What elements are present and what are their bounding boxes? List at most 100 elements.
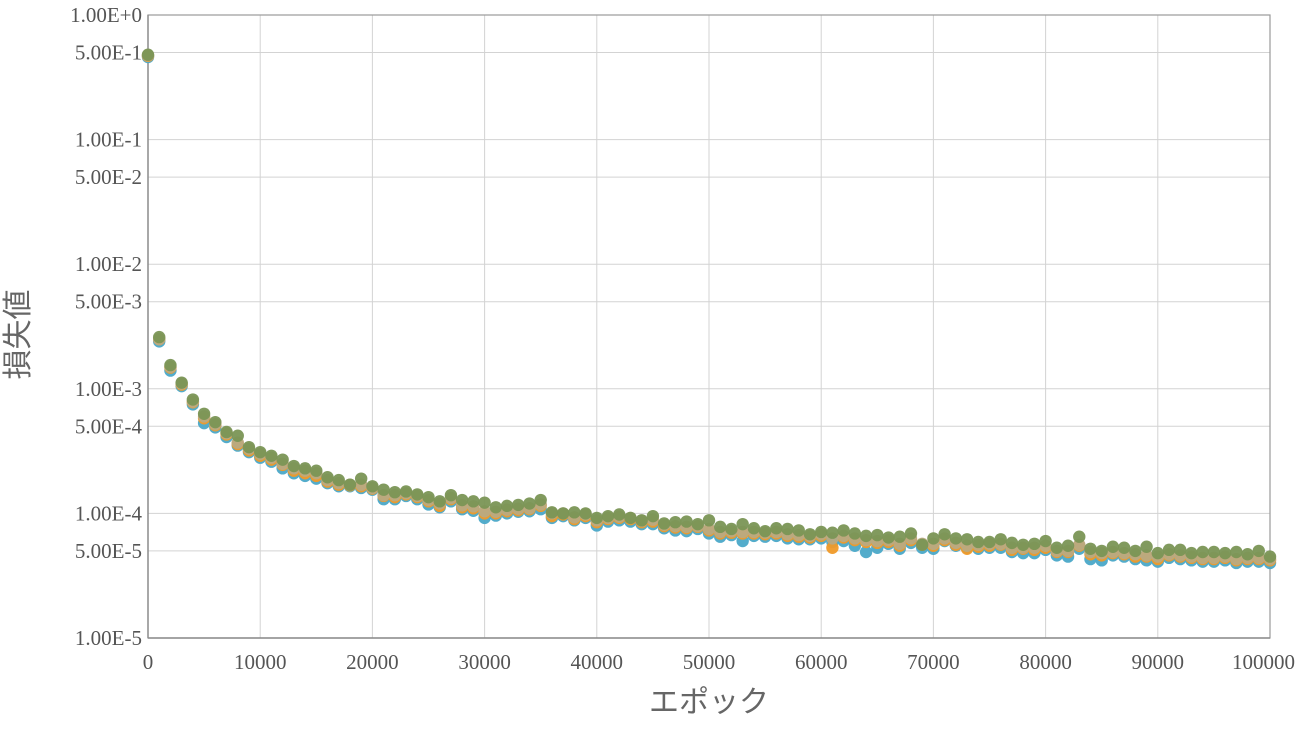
scatter-point [1207,545,1221,559]
scatter-point [1162,543,1176,557]
y-tick-label: 1.00E+0 [70,3,142,27]
scatter-point [972,535,985,549]
x-tick-label: 90000 [1132,650,1185,674]
scatter-point [321,471,334,484]
scatter-point [1050,541,1064,554]
scatter-point [332,473,345,487]
scatter-point [859,545,873,559]
scatter-point [803,528,817,541]
scatter-point [1140,540,1153,553]
gridlines [147,14,1271,639]
scatter-point [388,485,402,499]
scatter-point [1084,542,1097,555]
scatter-point [343,478,357,491]
y-tick-label: 1.00E-1 [75,128,142,152]
scatter-point [276,453,289,466]
series-3-points [141,48,1277,563]
scatter-point [837,524,850,537]
scatter-point [781,522,794,536]
scatter-point [478,496,491,509]
scatter-point [590,511,603,525]
scatter-point [1129,544,1142,558]
scatter-point [882,531,895,544]
scatter-point [377,483,390,496]
y-tick-label: 5.00E-3 [75,290,142,314]
scatter-point [242,440,256,454]
scatter-point [815,525,828,539]
x-axis-ticks: 0 10000 20000 30000 40000 50000 60000 70000 8000… [143,650,1295,674]
scatter-point [893,530,906,543]
scatter-point [747,522,761,535]
x-tick-label: 10000 [234,650,287,674]
scatter-point [904,527,918,540]
scatter-point [1185,546,1198,560]
x-tick-label: 20000 [346,650,399,674]
scatter-point [411,488,424,501]
scatter-point [770,522,783,535]
x-tick-label: 100000 [1232,650,1295,674]
scatter-point [1061,539,1075,552]
scatter-point [545,506,559,519]
scatter-point [1263,550,1277,563]
scatter-point [197,407,211,421]
scatter-point [725,522,738,536]
scatter-point [422,490,435,504]
y-tick-label: 1.00E-4 [75,501,143,525]
scatter-point [220,425,233,439]
scatter-point [467,495,480,508]
scatter-point [859,529,873,543]
scatter-point [1151,546,1165,560]
scatter-point [691,517,704,531]
scatter-point [601,509,615,523]
x-tick-label: 50000 [683,650,736,674]
x-tick-label: 70000 [907,650,960,674]
scatter-point [949,532,963,545]
scatter-point [702,514,716,527]
scatter-point [366,480,379,493]
scatter-point [153,330,166,344]
scatter-point [1028,537,1041,551]
x-tick-label: 60000 [795,650,848,674]
y-tick-label: 1.00E-5 [75,626,142,650]
scatter-point [568,506,581,519]
scatter-point [298,462,312,475]
y-axis-title: 損失値 [1,290,36,380]
scatter-point [624,511,637,525]
scatter-point [1230,545,1243,559]
scatter-point [1140,549,1153,562]
y-tick-label: 1.00E-3 [75,377,142,401]
scatter-point [983,535,996,549]
scatter-point [455,493,469,507]
x-tick-label: 80000 [1019,650,1072,674]
scatter-point [254,445,267,459]
y-axis-ticks: 1.00E+0 5.00E-1 1.00E-1 5.00E-2 1.00E-2 5.00E… [70,3,142,650]
scatter-point [1005,536,1019,550]
scatter-point [399,485,413,498]
scatter-point [512,498,525,512]
scatter-point [669,515,682,529]
scatter-point [927,532,940,545]
scatter-point [175,376,188,389]
scatter-point [1196,545,1209,559]
scatter-point [534,493,547,507]
scatter-point [523,497,536,510]
scatter-point [579,507,592,520]
scatter-point [186,393,200,406]
scatter-point [826,541,839,554]
scatter-point [500,499,514,513]
scatter-point [702,522,716,536]
scatter-point [635,514,648,527]
scatter-point [433,495,446,508]
x-tick-label: 0 [143,650,154,674]
scatter-point [287,459,301,473]
scatter-point [915,538,929,551]
scatter-point [209,415,222,429]
scatter-point [792,524,805,537]
scatter-point [848,527,862,540]
scatter-point [354,472,368,485]
scatter-point [657,517,671,530]
scatter-point [826,526,839,539]
scatter-point [1016,538,1030,551]
